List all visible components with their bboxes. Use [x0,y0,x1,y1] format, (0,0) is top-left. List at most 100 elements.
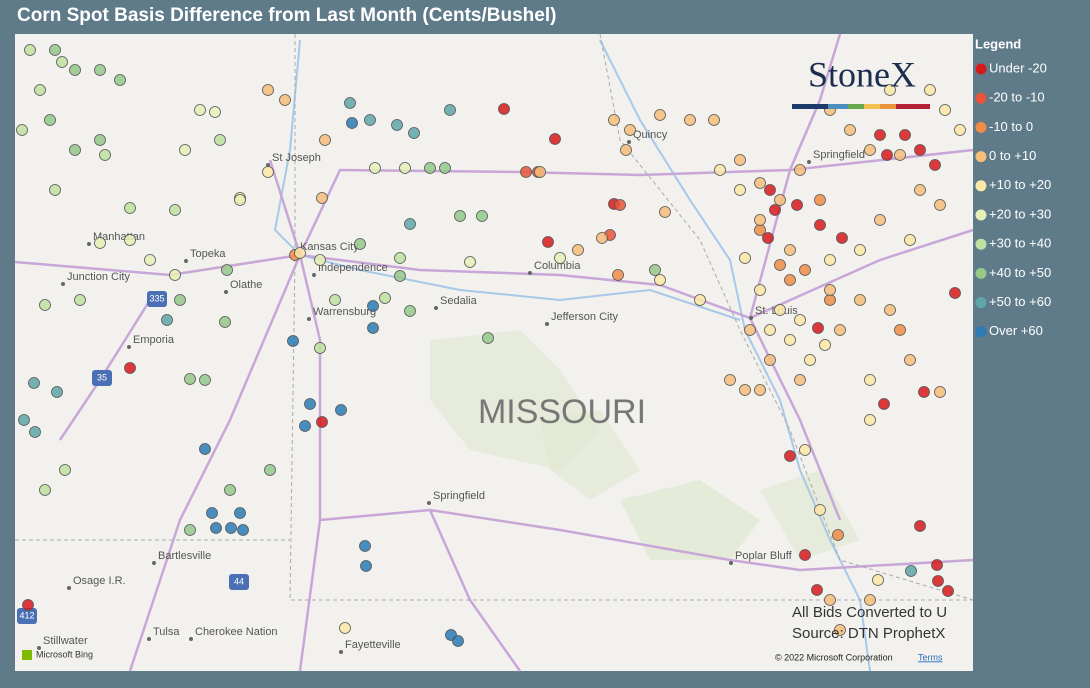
bid-point [28,377,40,389]
bid-point [836,232,848,244]
bid-point [39,299,51,311]
bid-point [335,404,347,416]
place-marker [749,316,753,320]
bid-point [22,599,34,611]
bid-point [114,74,126,86]
bid-point [774,194,786,206]
bid-point [94,237,106,249]
legend-swatch [975,267,987,279]
bid-point [884,304,896,316]
place-label: Olathe [230,279,262,291]
bid-point [864,374,876,386]
bid-point [754,177,766,189]
place-label: Cherokee Nation [195,626,278,638]
bid-point [214,134,226,146]
place-label: Junction City [67,271,130,283]
bid-point [161,314,173,326]
data-points [16,44,966,647]
legend-label: +20 to +30 [989,206,1051,221]
bid-point [184,524,196,536]
bid-point [914,520,926,532]
place-marker [67,586,71,590]
place-marker [266,163,270,167]
place-marker [189,637,193,641]
highway-shield [229,574,249,590]
bid-point [219,316,231,328]
bid-point [262,166,274,178]
legend-swatch [975,209,987,221]
place-label: Emporia [133,334,175,346]
bid-point [932,575,944,587]
bid-point [74,294,86,306]
bid-point [408,127,420,139]
bid-point [59,464,71,476]
legend-swatch [975,92,987,104]
bid-point [754,284,766,296]
bid-point [316,192,328,204]
bid-point [404,218,416,230]
bid-point [819,339,831,351]
bid-point [262,84,274,96]
bid-point [614,199,626,211]
bid-point [934,199,946,211]
place-label: Topeka [190,248,226,260]
bid-point [237,524,249,536]
attribution: Microsoft Bing [36,649,93,659]
bid-point [764,324,776,336]
state-label: MISSOURI [478,393,646,431]
place-label: Springfield [433,490,485,502]
highway-number: 35 [97,372,107,382]
legend-swatch [975,238,987,250]
bid-point [444,104,456,116]
place-marker [87,242,91,246]
bid-point [924,84,936,96]
bid-point [649,264,661,276]
bid-point [708,114,720,126]
highway-number: 44 [234,576,244,586]
bid-point [734,184,746,196]
bid-point [844,124,856,136]
bid-point [452,635,464,647]
bid-point [834,324,846,336]
place-marker [307,317,311,321]
bid-point [367,322,379,334]
bid-point [209,106,221,118]
bid-point [199,443,211,455]
bid-point [364,114,376,126]
bid-point [234,507,246,519]
bid-point [279,94,291,106]
place-label: Independence [318,262,388,274]
bid-point [299,420,311,432]
place-label: Bartlesville [158,550,211,562]
bid-point [811,584,823,596]
bid-point [572,244,584,256]
bid-point [872,574,884,586]
bid-point [762,232,774,244]
place-marker [434,306,438,310]
bid-point [694,294,706,306]
bid-point [769,204,781,216]
highway-shield [92,370,112,386]
bid-point [814,194,826,206]
bid-point [379,292,391,304]
bid-point [287,335,299,347]
bid-point [206,507,218,519]
bid-point [794,374,806,386]
bid-point [914,184,926,196]
place-marker [37,646,41,650]
bid-point [804,354,816,366]
bid-point [94,64,106,76]
bid-point [884,84,896,96]
terms-link[interactable]: Terms [918,652,943,662]
place-label: Springfield [813,149,865,161]
bid-point [744,324,756,336]
bid-point [124,362,136,374]
bid-point [399,162,411,174]
place-label: Stillwater [43,635,88,647]
bid-point [814,219,826,231]
bid-point [346,117,358,129]
place-marker [807,160,811,164]
bid-point [464,256,476,268]
legend-label: +10 to +20 [989,177,1051,192]
